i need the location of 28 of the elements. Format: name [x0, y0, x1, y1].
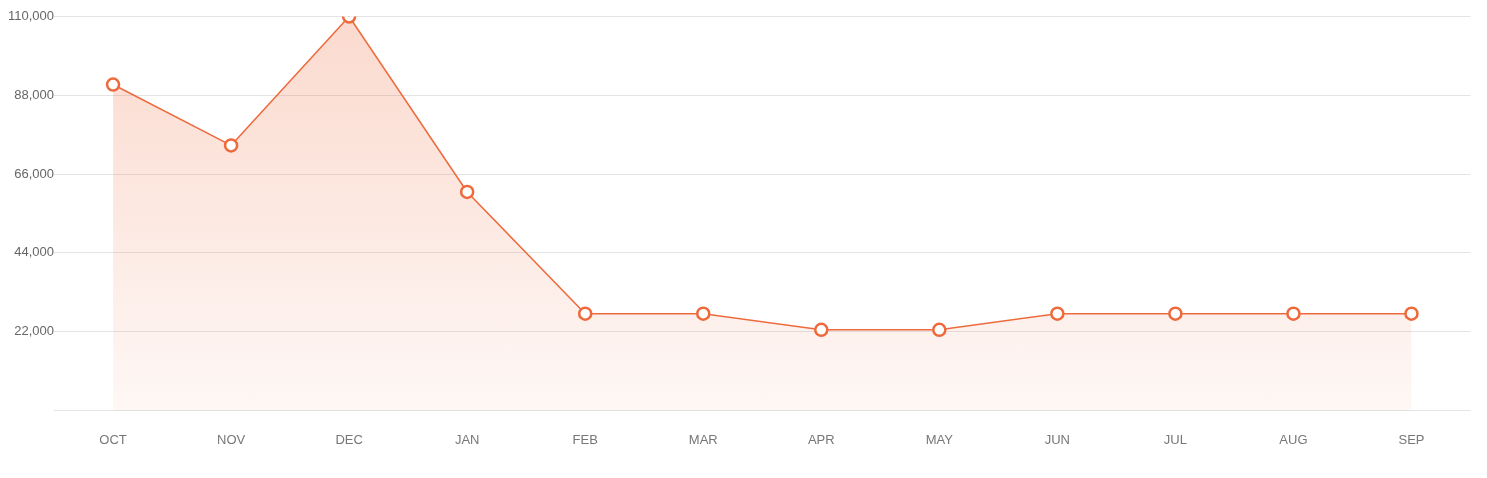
y-tick-label: 66,000 [14, 165, 55, 181]
x-tick-label: JAN [454, 431, 480, 447]
x-tick-label: FEB [572, 431, 598, 447]
x-tick-label: MAR [688, 431, 718, 447]
x-tick-label: APR [807, 431, 835, 447]
point [223, 138, 239, 153]
point [1286, 306, 1301, 321]
x-tick-label: SEP [1398, 431, 1425, 447]
y-tick-label: 44,000 [14, 244, 55, 260]
point [577, 306, 593, 321]
x-tick-label: JUN [1044, 431, 1070, 447]
x-tick-label: MAY [925, 431, 954, 447]
point [1404, 306, 1419, 321]
x-tick-label: DEC [335, 431, 363, 447]
y-tick-label: 22,000 [14, 323, 55, 339]
point [105, 77, 121, 92]
point [1168, 306, 1183, 321]
point [814, 322, 829, 338]
x-tick-label: NOV [217, 431, 246, 447]
y-tick-label: 110,000 [8, 8, 55, 24]
x-tick-label: AUG [1279, 431, 1308, 447]
point [695, 306, 711, 321]
x-tick-label: OCT [99, 431, 127, 447]
y-tick-label: 88,000 [14, 86, 55, 102]
point [1050, 306, 1065, 321]
point [459, 184, 475, 200]
x-tick-label: JUL [1163, 431, 1187, 447]
point [932, 322, 947, 338]
